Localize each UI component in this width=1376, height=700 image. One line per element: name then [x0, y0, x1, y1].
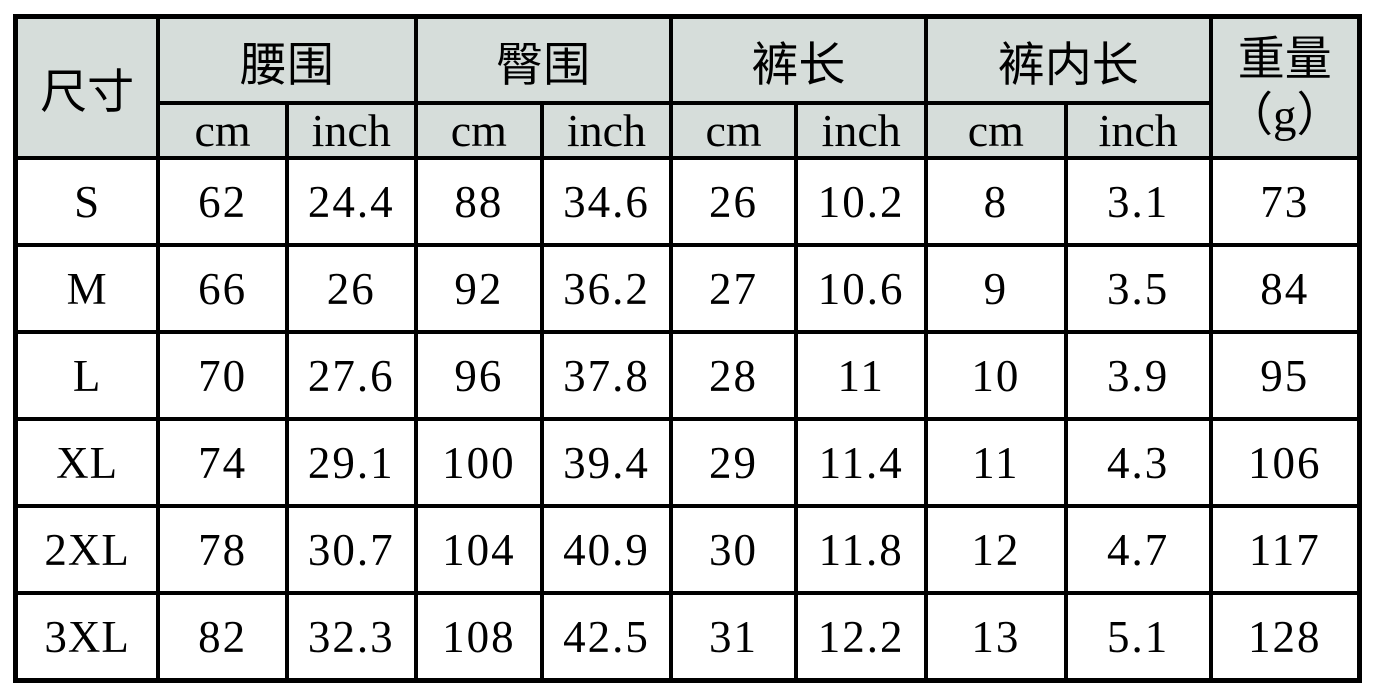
table-cell: 10.6: [794, 243, 928, 334]
header-unit-row: cm inch cm inch cm inch cm inch: [16, 101, 1360, 160]
header-hip: 臀围: [413, 14, 673, 105]
table-cell: 13: [923, 591, 1068, 683]
table-cell: 31: [668, 591, 799, 683]
table-cell: 37.8: [540, 330, 673, 421]
table-cell: 24.4: [284, 156, 418, 247]
row-label: L: [13, 330, 161, 421]
table-cell: 82: [156, 591, 289, 683]
table-cell: 34.6: [540, 156, 673, 247]
table-cell: 36.2: [540, 243, 673, 334]
table-cell: 95: [1208, 330, 1362, 421]
table-row: M 66 26 92 36.2 27 10.6 9 3.5 84: [13, 243, 1362, 334]
table-cell: 39.4: [540, 417, 673, 508]
header-inseam-cm: cm: [923, 101, 1068, 160]
header-hip-cm: cm: [413, 101, 545, 160]
table-cell: 8: [923, 156, 1068, 247]
table-row: 3XL 82 32.3 108 42.5 31 12.2 13 5.1 128: [13, 591, 1362, 683]
header-weight-line1: 重量: [1237, 33, 1332, 86]
table-cell: 128: [1208, 591, 1362, 683]
table-cell: 29: [668, 417, 799, 508]
table-cell: 9: [923, 243, 1068, 334]
table-cell: 29.1: [284, 417, 418, 508]
table-cell: 92: [413, 243, 545, 334]
table-row: L 70 27.6 96 37.8 28 11 10 3.9 95: [13, 330, 1362, 421]
table-cell: 10.2: [794, 156, 928, 247]
table-cell: 62: [156, 156, 289, 247]
table-cell: 27.6: [284, 330, 418, 421]
header-size: 尺寸: [13, 14, 161, 160]
table-row: S 62 24.4 88 34.6 26 10.2 8 3.1 73: [13, 156, 1362, 247]
table-row: 2XL 78 30.7 104 40.9 30 11.8 12 4.7 117: [13, 504, 1362, 595]
table-cell: 78: [156, 504, 289, 595]
header-pants-length: 裤长: [668, 14, 928, 105]
table-cell: 10: [923, 330, 1068, 421]
table-cell: 106: [1208, 417, 1362, 508]
table-cell: 3.1: [1063, 156, 1213, 247]
table-cell: 74: [156, 417, 289, 508]
table-cell: 4.3: [1063, 417, 1213, 508]
table-cell: 26: [668, 156, 799, 247]
header-waist: 腰围: [156, 14, 418, 105]
table-row: XL 74 29.1 100 39.4 29 11.4 11 4.3 106: [13, 417, 1362, 508]
table-cell: 12.2: [794, 591, 928, 683]
table-cell: 30.7: [284, 504, 418, 595]
row-label: XL: [13, 417, 161, 508]
header-waist-cm: cm: [156, 101, 289, 160]
table-cell: 5.1: [1063, 591, 1213, 683]
table-cell: 88: [413, 156, 545, 247]
header-group-row: 尺寸 腰围 臀围 裤长 裤内长 重量 （g）: [13, 14, 1362, 160]
table-cell: 3.9: [1063, 330, 1213, 421]
table-cell: 11: [794, 330, 928, 421]
table-cell: 42.5: [540, 591, 673, 683]
table-cell: 11.4: [794, 417, 928, 508]
row-label: S: [13, 156, 161, 247]
table-cell: 11.8: [794, 504, 928, 595]
table-cell: 100: [413, 417, 545, 508]
table-cell: 96: [413, 330, 545, 421]
table-cell: 84: [1208, 243, 1362, 334]
header-inseam: 裤内长: [923, 14, 1213, 105]
table-cell: 73: [1208, 156, 1362, 247]
header-hip-inch: inch: [540, 101, 673, 160]
table-cell: 104: [413, 504, 545, 595]
table-cell: 40.9: [540, 504, 673, 595]
table-cell: 28: [668, 330, 799, 421]
table-cell: 70: [156, 330, 289, 421]
header-inseam-inch: inch: [1063, 101, 1213, 160]
header-pants-length-cm: cm: [668, 101, 799, 160]
table-cell: 4.7: [1063, 504, 1213, 595]
row-label: 3XL: [13, 591, 161, 683]
header-pants-length-inch: inch: [794, 101, 928, 160]
table-cell: 11: [923, 417, 1068, 508]
table-cell: 108: [413, 591, 545, 683]
table-cell: 27: [668, 243, 799, 334]
header-weight-line2: （g）: [1226, 89, 1344, 142]
table-cell: 117: [1208, 504, 1362, 595]
table-cell: 3.5: [1063, 243, 1213, 334]
table-cell: 12: [923, 504, 1068, 595]
row-label: M: [13, 243, 161, 334]
table-cell: 66: [156, 243, 289, 334]
size-chart-table: 尺寸 腰围 臀围 裤长 裤内长 重量 （g） cm inch cm inch c…: [13, 14, 1362, 683]
header-waist-inch: inch: [284, 101, 418, 160]
table-cell: 26: [284, 243, 418, 334]
table-cell: 30: [668, 504, 799, 595]
table-cell: 32.3: [284, 591, 418, 683]
row-label: 2XL: [13, 504, 161, 595]
header-weight: 重量 （g）: [1208, 14, 1362, 160]
